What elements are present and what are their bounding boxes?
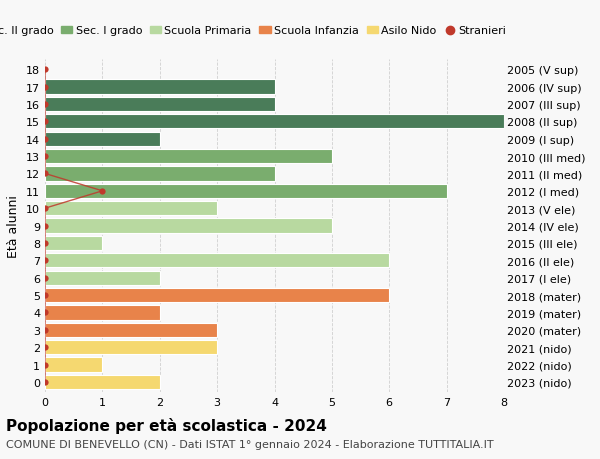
Legend: Sec. II grado, Sec. I grado, Scuola Primaria, Scuola Infanzia, Asilo Nido, Stran: Sec. II grado, Sec. I grado, Scuola Prim…	[0, 22, 511, 41]
Bar	[45, 115, 504, 129]
Bar	[45, 254, 389, 268]
Y-axis label: Età alunni: Età alunni	[7, 195, 20, 257]
Text: Popolazione per età scolastica - 2024: Popolazione per età scolastica - 2024	[6, 417, 327, 433]
Bar	[45, 98, 275, 112]
Text: COMUNE DI BENEVELLO (CN) - Dati ISTAT 1° gennaio 2024 - Elaborazione TUTTITALIA.: COMUNE DI BENEVELLO (CN) - Dati ISTAT 1°…	[6, 439, 494, 449]
Bar	[45, 306, 160, 320]
Bar	[45, 340, 217, 354]
Bar	[45, 80, 275, 95]
Bar	[45, 236, 103, 251]
Bar	[45, 375, 160, 389]
Bar	[45, 358, 103, 372]
Bar	[45, 132, 160, 146]
Bar	[45, 202, 217, 216]
Bar	[45, 219, 332, 233]
Bar	[45, 184, 446, 198]
Bar	[45, 323, 217, 337]
Bar	[45, 271, 160, 285]
Bar	[45, 167, 275, 181]
Bar	[45, 150, 332, 164]
Bar	[45, 288, 389, 302]
Y-axis label: Anni di nascita: Anni di nascita	[599, 180, 600, 272]
